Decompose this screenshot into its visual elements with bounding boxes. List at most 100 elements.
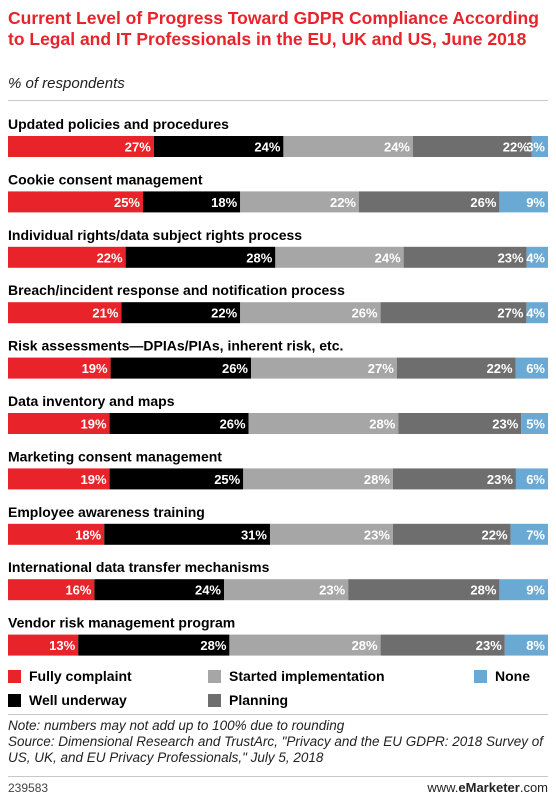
data-label-well: 24% bbox=[195, 583, 221, 598]
legend-item-started: Started implementation bbox=[208, 668, 385, 684]
bar-segment-well bbox=[110, 357, 251, 379]
bar-segment-started bbox=[269, 523, 393, 545]
bar-segment-none bbox=[499, 579, 548, 601]
data-label-none: 3% bbox=[526, 140, 545, 155]
bar-segment-none bbox=[499, 191, 548, 213]
data-label-planning: 22% bbox=[487, 361, 513, 376]
bar-segment-planning bbox=[396, 357, 516, 379]
legend-item-fully: Fully complaint bbox=[8, 668, 132, 684]
bar-segment-planning bbox=[392, 468, 516, 490]
stacked-bar-chart: Updated policies and procedures 27% 24% 24%… bbox=[8, 116, 548, 656]
bar-segment-started bbox=[240, 302, 381, 324]
legend-label-fully: Fully complaint bbox=[29, 668, 132, 684]
legend-swatch-none bbox=[474, 669, 487, 683]
bar-segment-well bbox=[153, 136, 284, 157]
data-label-none: 4% bbox=[526, 250, 545, 265]
data-label-well: 18% bbox=[211, 195, 237, 210]
category-label: Data inventory and maps bbox=[8, 393, 175, 409]
bar-segment-planning bbox=[380, 302, 527, 324]
data-label-fully: 19% bbox=[82, 361, 108, 376]
bar-segment-started bbox=[275, 246, 404, 268]
data-label-planning: 28% bbox=[470, 583, 496, 598]
data-label-started: 28% bbox=[352, 638, 378, 653]
bar-segment-fully bbox=[8, 413, 110, 434]
category-label: Vendor risk management program bbox=[8, 615, 235, 631]
bar-segment-fully bbox=[8, 302, 122, 324]
bar-segment-planning bbox=[413, 136, 532, 157]
top-divider bbox=[8, 100, 548, 101]
data-label-none: 9% bbox=[526, 583, 545, 598]
data-label-started: 26% bbox=[352, 306, 378, 321]
data-label-planning: 23% bbox=[498, 250, 524, 265]
chart-subtitle: % of respondents bbox=[8, 75, 125, 92]
data-label-planning: 22% bbox=[482, 527, 508, 542]
bar-segment-none bbox=[526, 302, 548, 324]
site-suffix: .com bbox=[519, 780, 548, 795]
bar-segment-planning bbox=[380, 634, 505, 656]
data-label-planning: 23% bbox=[476, 638, 502, 653]
legend-label-started: Started implementation bbox=[229, 668, 385, 684]
data-label-planning: 22% bbox=[503, 140, 529, 155]
bar-segment-planning bbox=[392, 523, 511, 545]
legend-item-none: None bbox=[474, 668, 530, 684]
note-text: Note: numbers may not add up to 100% due… bbox=[8, 718, 345, 733]
site-prefix: www. bbox=[427, 780, 459, 795]
bar-segment-planning bbox=[348, 579, 500, 601]
data-label-started: 22% bbox=[330, 195, 356, 210]
data-label-well: 25% bbox=[214, 472, 240, 487]
bar-segment-fully bbox=[8, 191, 143, 213]
bar-segment-fully bbox=[8, 136, 154, 157]
note-divider bbox=[8, 714, 548, 715]
category-label: Breach/incident response and notificatio… bbox=[8, 282, 345, 298]
data-label-well: 22% bbox=[211, 306, 237, 321]
category-label: Individual rights/data subject rights pr… bbox=[8, 227, 302, 243]
data-label-none: 7% bbox=[526, 527, 545, 542]
category-label: Cookie consent management bbox=[8, 171, 203, 187]
data-label-fully: 25% bbox=[114, 195, 140, 210]
footer-divider bbox=[8, 776, 548, 777]
bar-segment-planning bbox=[403, 246, 527, 268]
data-label-well: 26% bbox=[222, 361, 248, 376]
data-label-none: 6% bbox=[526, 361, 545, 376]
bar-segment-started bbox=[248, 413, 399, 434]
legend-label-well: Well underway bbox=[29, 692, 127, 708]
bar-segment-none bbox=[531, 136, 548, 157]
bar-segment-fully bbox=[8, 246, 126, 268]
bar-segment-started bbox=[240, 191, 359, 213]
category-label: Employee awareness training bbox=[8, 504, 205, 520]
data-label-started: 23% bbox=[364, 527, 390, 542]
site-link[interactable]: www.eMarketer.com bbox=[427, 780, 548, 795]
bar-segment-well bbox=[94, 579, 225, 601]
data-label-well: 28% bbox=[200, 638, 226, 653]
bar-segment-fully bbox=[8, 634, 79, 656]
bar-segment-none bbox=[526, 246, 548, 268]
bar-segment-fully bbox=[8, 579, 95, 601]
bar-segment-started bbox=[283, 136, 413, 157]
legend-item-well: Well underway bbox=[8, 692, 127, 708]
footer: 239583 www.eMarketer.com bbox=[0, 778, 556, 802]
data-label-planning: 23% bbox=[487, 472, 513, 487]
data-label-well: 24% bbox=[254, 140, 280, 155]
data-label-fully: 19% bbox=[81, 472, 107, 487]
data-label-started: 28% bbox=[364, 472, 390, 487]
legend-label-none: None bbox=[495, 668, 530, 684]
bar-segment-well bbox=[125, 246, 276, 268]
legend-swatch-started bbox=[208, 669, 221, 683]
data-label-fully: 21% bbox=[92, 306, 118, 321]
bar-segment-none bbox=[515, 468, 548, 490]
chart-notes: Note: numbers may not add up to 100% due… bbox=[8, 718, 548, 766]
data-label-started: 24% bbox=[384, 140, 410, 155]
data-label-started: 28% bbox=[369, 417, 395, 432]
bar-segment-started bbox=[251, 357, 397, 379]
bar-segment-well bbox=[109, 413, 249, 434]
bar-segment-well bbox=[109, 468, 244, 490]
category-label: International data transfer mechanisms bbox=[8, 559, 270, 575]
legend-swatch-well bbox=[8, 693, 21, 707]
legend-label-planning: Planning bbox=[229, 692, 289, 708]
bar-segment-fully bbox=[8, 523, 105, 545]
bar-segment-well bbox=[78, 634, 230, 656]
site-brand: eMarketer bbox=[458, 780, 520, 795]
bar-segment-fully bbox=[8, 357, 111, 379]
data-label-none: 4% bbox=[526, 306, 545, 321]
category-label: Marketing consent management bbox=[8, 448, 222, 464]
